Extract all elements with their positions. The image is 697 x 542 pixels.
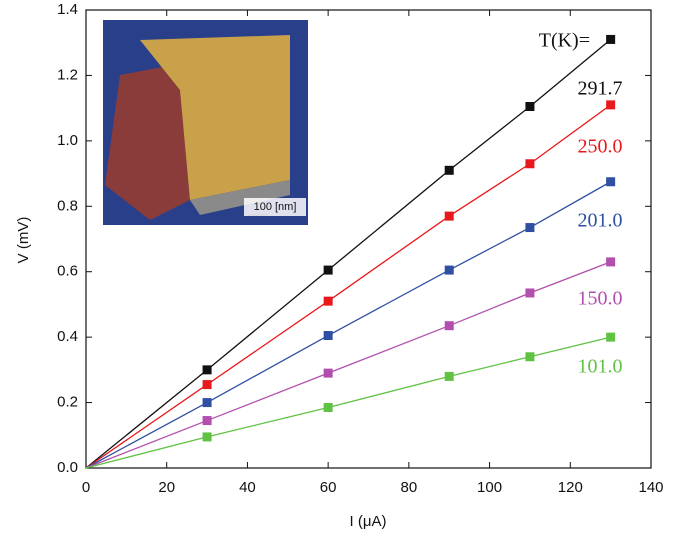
marker — [445, 266, 454, 275]
marker — [445, 321, 454, 330]
chart: 100 [nm] I (μA) V (mV) T(K)= 0 20 40 60 80 10… — [0, 0, 697, 537]
marker — [525, 159, 534, 168]
y-tick-label: 0.2 — [57, 394, 78, 411]
marker — [445, 166, 454, 175]
y-tick-label: 1.2 — [57, 66, 78, 83]
marker — [445, 372, 454, 381]
inset-scale-label: 100 [nm] — [254, 201, 297, 213]
x-tick-label: 60 — [320, 479, 337, 496]
y-tick-label: 1.4 — [57, 1, 78, 18]
marker — [606, 177, 615, 186]
y-tick-label: 0.0 — [57, 459, 78, 476]
series-label: 201.0 — [578, 210, 623, 232]
x-tick-label: 140 — [638, 479, 663, 496]
marker — [445, 212, 454, 221]
marker — [203, 380, 212, 389]
marker — [606, 333, 615, 342]
marker — [203, 398, 212, 407]
x-tick-label: 40 — [239, 479, 256, 496]
y-tick-label: 0.6 — [57, 263, 78, 280]
inset-image: 100 [nm] — [103, 20, 308, 225]
y-axis-label: V (mV) — [15, 217, 32, 264]
marker — [324, 369, 333, 378]
marker — [324, 403, 333, 412]
marker — [324, 331, 333, 340]
y-tick-label: 0.4 — [57, 328, 78, 345]
marker — [525, 102, 534, 111]
x-tick-label: 80 — [401, 479, 418, 496]
marker — [203, 416, 212, 425]
marker — [606, 100, 615, 109]
series-label: 291.7 — [578, 78, 623, 100]
x-tick-label: 20 — [158, 479, 175, 496]
legend-title: T(K)= — [539, 30, 590, 52]
marker — [606, 35, 615, 44]
marker — [606, 257, 615, 266]
marker — [203, 432, 212, 441]
marker — [525, 223, 534, 232]
marker — [324, 266, 333, 275]
marker — [203, 365, 212, 374]
x-tick-label: 100 — [477, 479, 502, 496]
y-tick-label: 1.0 — [57, 132, 78, 149]
marker — [525, 288, 534, 297]
x-tick-label: 120 — [558, 479, 583, 496]
series-label: 250.0 — [578, 136, 623, 158]
x-tick-label: 0 — [82, 479, 90, 496]
y-tick-label: 0.8 — [57, 197, 78, 214]
marker — [525, 352, 534, 361]
series-label: 101.0 — [578, 356, 623, 378]
marker — [324, 297, 333, 306]
series-label: 150.0 — [578, 288, 623, 310]
x-axis-label: I (μA) — [350, 513, 387, 530]
